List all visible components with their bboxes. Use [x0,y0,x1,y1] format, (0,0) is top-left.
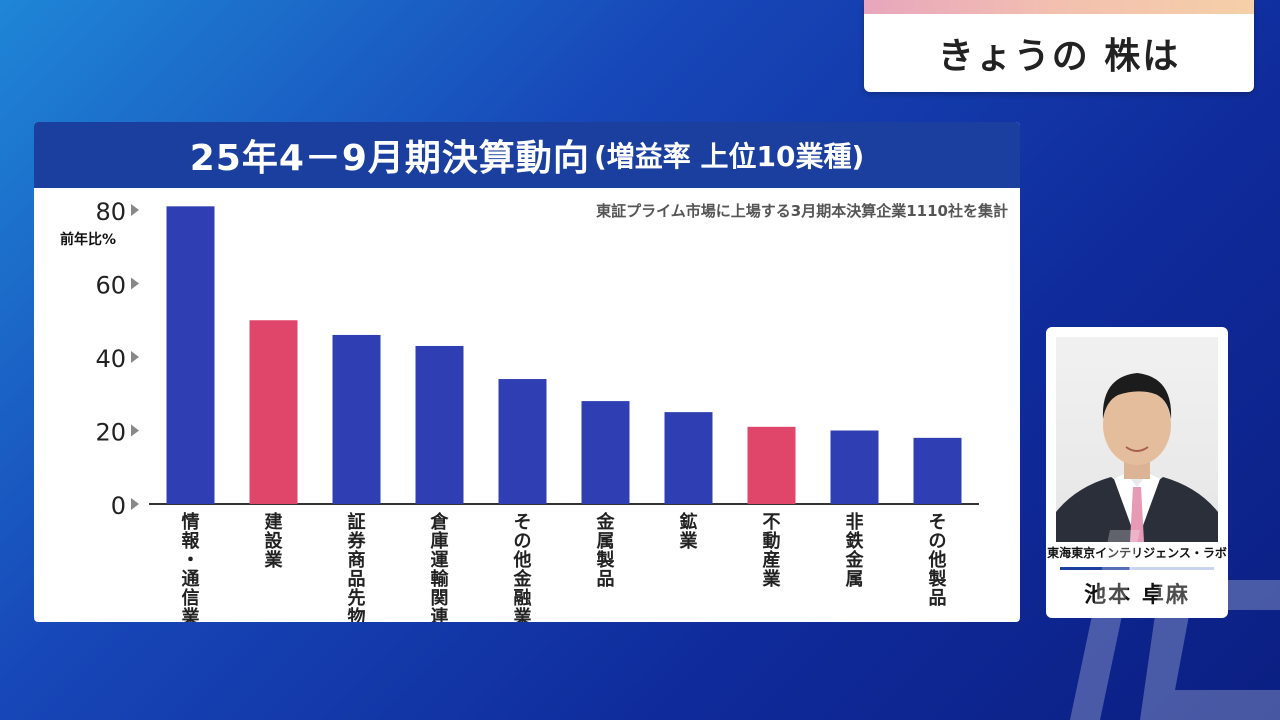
svg-text:建: 建 [265,511,283,533]
svg-text:製: 製 [928,569,947,590]
x-tick-label: 鉱業 [679,511,699,552]
svg-text:の: の [929,531,947,552]
svg-text:の: の [514,531,532,552]
svg-text:品: 品 [597,569,615,590]
svg-text:運: 運 [431,550,449,571]
y-tick-label: 40 [95,345,126,373]
svg-text:金: 金 [513,568,533,590]
svg-text:そ: そ [514,512,532,533]
svg-text:倉: 倉 [430,511,450,533]
svg-text:商: 商 [348,549,366,571]
bar [332,334,381,504]
y-tick-label: 60 [95,272,126,300]
svg-text:・: ・ [182,550,200,571]
y-tick-marker [131,424,139,437]
bar-chart: 020406080情報・通信業建設業証券商品先物倉庫運輸関連その他金融業金属製品… [95,198,979,622]
svg-text:属: 属 [597,531,615,552]
svg-text:他: 他 [928,549,947,571]
chart-header: 25年4－9月期決算動向 (増益率 上位10業種) [34,122,1020,188]
svg-text:業: 業 [264,549,284,571]
bar [249,320,298,504]
svg-text:業: 業 [513,606,533,622]
y-tick-marker [131,351,139,363]
svg-text:連: 連 [431,606,450,622]
y-tick-marker [131,277,139,290]
bar [747,426,796,504]
svg-text:報: 報 [182,530,201,552]
bar [913,437,962,504]
svg-text:庫: 庫 [431,530,449,552]
svg-text:製: 製 [596,550,615,571]
x-tick-label: 情報・通信業 [181,512,201,622]
svg-text:他: 他 [513,549,532,571]
x-tick-label: 建設業 [264,511,284,571]
svg-text:非: 非 [846,511,864,533]
presenter-divider [1060,567,1214,570]
bar [498,379,547,504]
corner-accent-bar [864,0,1254,14]
bar [581,401,630,504]
chart-panel: 25年4－9月期決算動向 (増益率 上位10業種) 東証プライム市場に上場する3… [34,122,1020,622]
svg-text:金: 金 [845,549,865,571]
svg-text:金: 金 [596,511,616,533]
svg-text:設: 設 [265,530,284,552]
bar [830,430,879,504]
chart-title: 25年4－9月期決算動向 [189,138,590,179]
svg-text:動: 動 [763,530,781,552]
svg-text:証: 証 [348,511,366,533]
svg-text:信: 信 [182,587,200,609]
svg-text:鉱: 鉱 [680,511,698,533]
svg-text:関: 関 [431,588,449,609]
svg-text:情: 情 [182,512,200,533]
bar [664,412,713,504]
svg-text:輸: 輸 [431,568,450,590]
svg-text:鉄: 鉄 [846,530,864,552]
svg-text:属: 属 [846,569,864,590]
svg-text:品: 品 [348,569,366,590]
svg-text:物: 物 [348,606,366,622]
chart-subtitle: (増益率 上位10業種) [593,140,865,173]
svg-text:融: 融 [514,588,532,609]
corner-title-box: きょうの 株は [864,0,1254,92]
y-tick-label: 20 [95,419,126,447]
corner-title: きょうの 株は [937,36,1181,77]
y-tick-label: 0 [111,492,126,520]
channel-logo-watermark [1070,530,1280,720]
svg-text:品: 品 [929,588,947,609]
svg-text:先: 先 [348,587,366,609]
svg-text:不: 不 [763,512,781,533]
presenter-card: 東海東京インテリジェンス・ラボ 池本 卓麻 [1046,327,1228,618]
svg-text:業: 業 [762,568,782,590]
svg-text:業: 業 [679,530,699,552]
presenter-name: 池本 卓麻 [1084,583,1190,608]
y-tick-marker [131,204,139,216]
bar [166,206,215,504]
svg-text:通: 通 [182,569,200,590]
svg-text:券: 券 [347,530,367,552]
bar [415,345,464,504]
y-tick-marker [131,498,139,510]
y-tick-label: 80 [95,198,126,226]
presenter-organization: 東海東京インテリジェンス・ラボ [1047,546,1227,560]
svg-text:産: 産 [763,549,781,571]
chart-note: 東証プライム市場に上場する3月期本決算企業1110社を集計 [596,202,1008,220]
y-axis-label: 前年比% [60,232,117,248]
svg-text:そ: そ [929,512,947,533]
presenter-photo [1056,337,1218,542]
svg-text:業: 業 [181,606,201,622]
